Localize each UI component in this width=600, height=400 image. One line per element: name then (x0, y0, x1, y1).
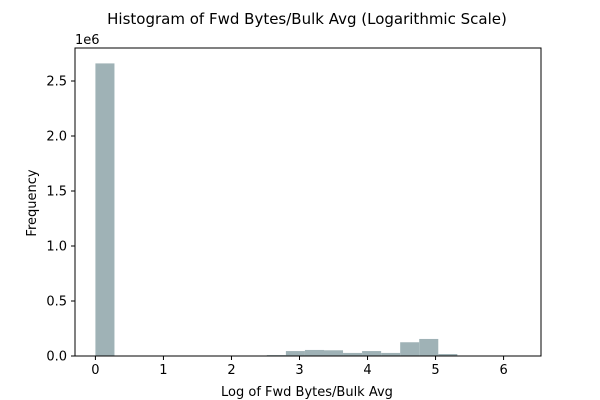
y-axis-label: Frequency (25, 169, 40, 236)
histogram-bar-2 (285, 351, 305, 356)
histogram-bar-5 (343, 352, 363, 356)
histogram-bar-7 (381, 352, 401, 356)
x-tick-label: 4 (363, 363, 371, 378)
y-tick-label: 0.0 (46, 350, 67, 365)
y-axis-ticks: 0.0 0.5 1.0 1.5 2.0 2.5 (46, 75, 75, 365)
histogram-bar-4 (323, 350, 344, 356)
histogram-bar-9 (419, 338, 439, 356)
y-tick-label: 1.0 (46, 240, 67, 255)
histogram-bar-10 (438, 354, 458, 356)
x-axis-label: Log of Fwd Bytes/Bulk Avg (221, 385, 393, 400)
y-tick-label: 0.5 (46, 295, 67, 310)
x-axis-ticks: 0 1 2 3 4 5 6 (91, 356, 508, 378)
x-tick-label: 0 (91, 363, 99, 378)
plot-frame (74, 47, 542, 357)
histogram-bar-3 (304, 349, 324, 356)
x-tick-label: 2 (227, 363, 235, 378)
histogram-bar-8 (400, 342, 420, 356)
x-tick-label: 6 (499, 363, 507, 378)
y-axis-offset-text: 1e6 (75, 33, 100, 48)
histogram-bar-6 (362, 351, 382, 356)
y-tick-label: 2.5 (46, 75, 67, 90)
x-tick-label: 3 (295, 363, 303, 378)
chart-title: Histogram of Fwd Bytes/Bulk Avg (Logarit… (107, 10, 507, 28)
bars-layer (95, 63, 515, 357)
histogram-bar-0 (95, 63, 115, 357)
x-tick-label: 5 (431, 363, 439, 378)
x-tick-label: 1 (159, 363, 167, 378)
y-tick-label: 1.5 (46, 185, 67, 200)
y-tick-label: 2.0 (46, 130, 67, 145)
